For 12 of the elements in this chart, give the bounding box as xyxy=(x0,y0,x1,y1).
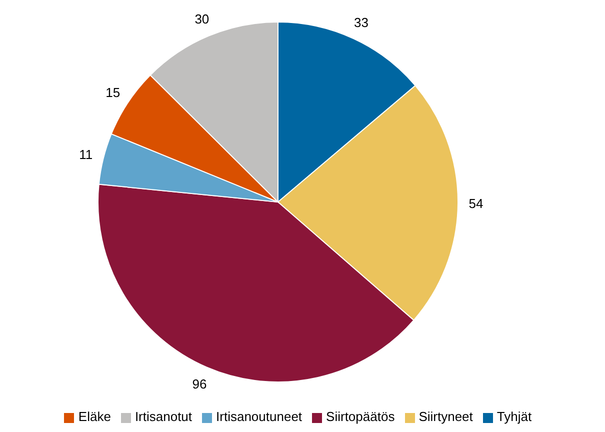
legend-label: Irtisanotut xyxy=(134,409,192,424)
legend-label: Tyhjät xyxy=(496,409,532,424)
data-label: 15 xyxy=(106,85,120,100)
data-label: 54 xyxy=(468,196,484,211)
data-label: 30 xyxy=(194,12,210,27)
data-label: 96 xyxy=(192,376,207,392)
legend-label: Siirtopäätös xyxy=(326,409,395,424)
legend-label: Siirtyneet xyxy=(418,409,473,424)
legend-label: Eläke xyxy=(78,409,111,424)
legend-label: Irtisanoutuneet xyxy=(216,409,302,424)
data-label: 11 xyxy=(79,146,93,162)
data-label: 33 xyxy=(354,14,368,30)
